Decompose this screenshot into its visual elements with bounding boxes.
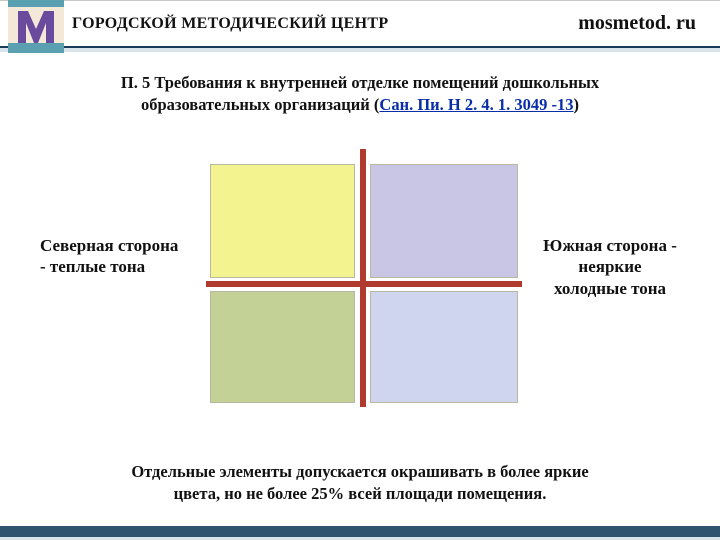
footer-note: Отдельные элементы допускается окрашиват… — [40, 461, 680, 506]
quad-bottom-right — [370, 291, 518, 403]
logo-icon — [8, 0, 64, 53]
heading-line2-prefix: образовательных организаций ( — [141, 95, 379, 114]
sanpin-link[interactable]: Сан. Пи. Н 2. 4. 1. 3049 -13 — [379, 95, 573, 114]
heading-line2-suffix: ) — [574, 95, 580, 114]
header-title: ГОРОДСКОЙ МЕТОДИЧЕСКИЙ ЦЕНТР — [72, 15, 578, 33]
footer-line1: Отдельные элементы допускается окрашиват… — [131, 462, 588, 481]
label-south: Южная сторона - неяркие холодные тона — [540, 235, 680, 300]
quadrant-diagram: Северная сторона - теплые тона Южная сто… — [40, 127, 680, 447]
label-north: Северная сторона - теплые тона — [40, 235, 180, 279]
section-heading: П. 5 Требования к внутренней отделке пом… — [40, 72, 680, 117]
quad-bottom-left — [210, 291, 355, 403]
header-site: mosmetod. ru — [578, 12, 696, 35]
quad-top-right — [370, 164, 518, 278]
header-bar: ГОРОДСКОЙ МЕТОДИЧЕСКИЙ ЦЕНТР mosmetod. r… — [0, 0, 720, 48]
vertical-axis — [360, 149, 366, 407]
heading-line1: П. 5 Требования к внутренней отделке пом… — [121, 73, 599, 92]
quad-top-left — [210, 164, 355, 278]
horizontal-axis — [206, 281, 522, 287]
footer-line2: цвета, но не более 25% всей площади поме… — [174, 484, 547, 503]
content-area: П. 5 Требования к внутренней отделке пом… — [0, 52, 720, 505]
quad-area — [210, 149, 520, 407]
bottom-bar — [0, 526, 720, 540]
